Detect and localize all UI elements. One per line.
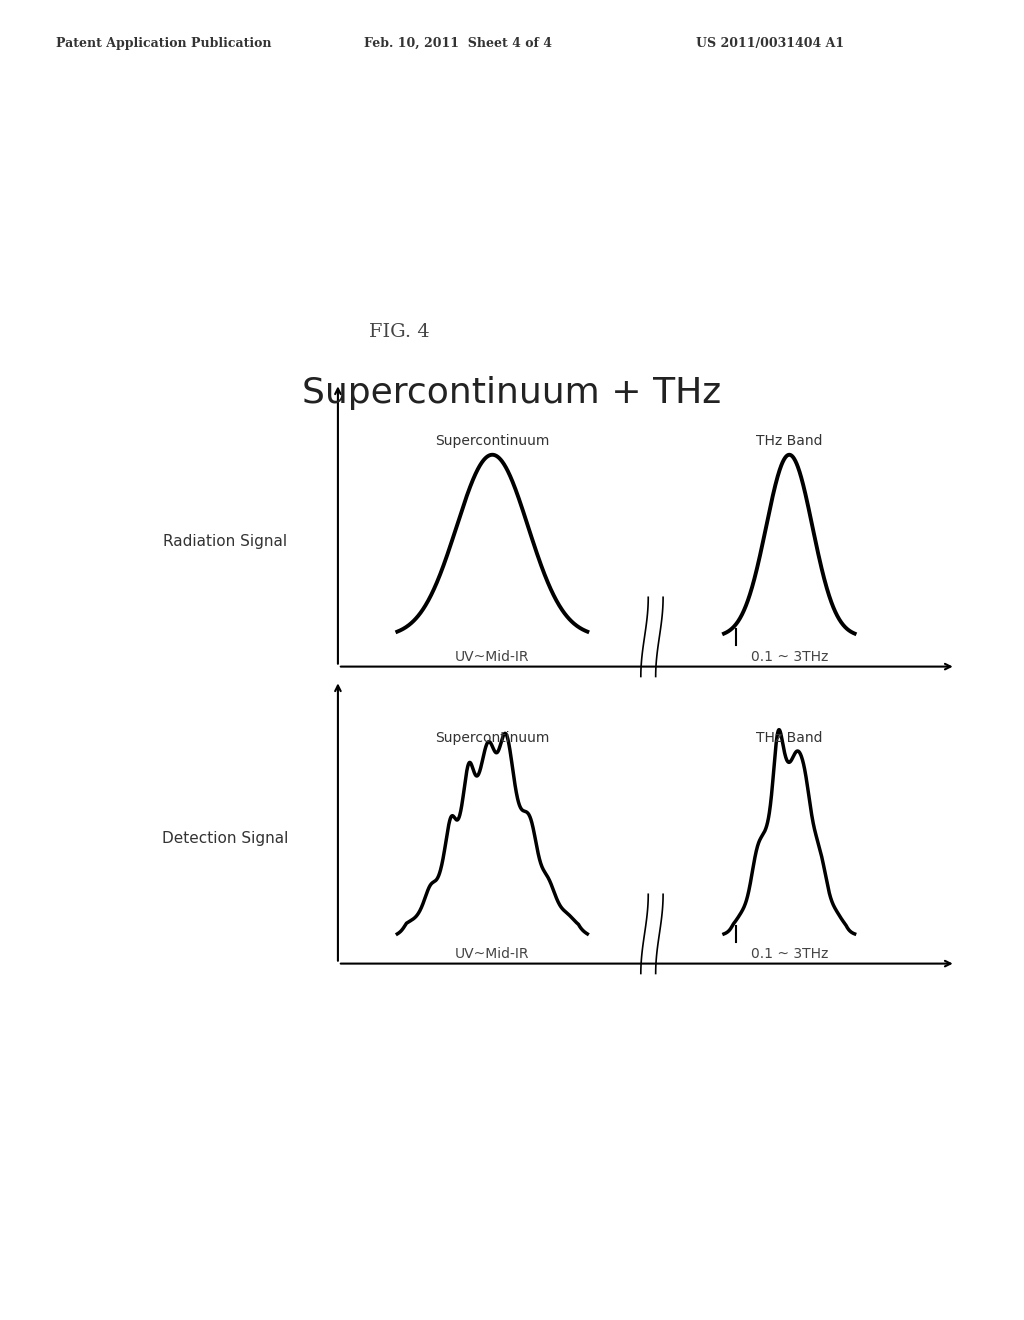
Text: 0.1 ~ 3THz: 0.1 ~ 3THz [751, 946, 828, 961]
Text: 0.1 ~ 3THz: 0.1 ~ 3THz [751, 649, 828, 664]
Text: Supercontinuum: Supercontinuum [435, 731, 550, 744]
Text: Feb. 10, 2011  Sheet 4 of 4: Feb. 10, 2011 Sheet 4 of 4 [364, 37, 552, 50]
Text: FIG. 4: FIG. 4 [369, 323, 429, 342]
Text: Detection Signal: Detection Signal [162, 830, 289, 846]
Text: THz Band: THz Band [756, 731, 822, 744]
Text: Supercontinuum: Supercontinuum [435, 434, 550, 447]
Text: Patent Application Publication: Patent Application Publication [56, 37, 271, 50]
Text: US 2011/0031404 A1: US 2011/0031404 A1 [696, 37, 845, 50]
Text: Supercontinuum + THz: Supercontinuum + THz [302, 376, 722, 411]
Text: UV~Mid-IR: UV~Mid-IR [455, 649, 529, 664]
Text: UV~Mid-IR: UV~Mid-IR [455, 946, 529, 961]
Text: THz Band: THz Band [756, 434, 822, 447]
Text: Radiation Signal: Radiation Signal [163, 533, 288, 549]
